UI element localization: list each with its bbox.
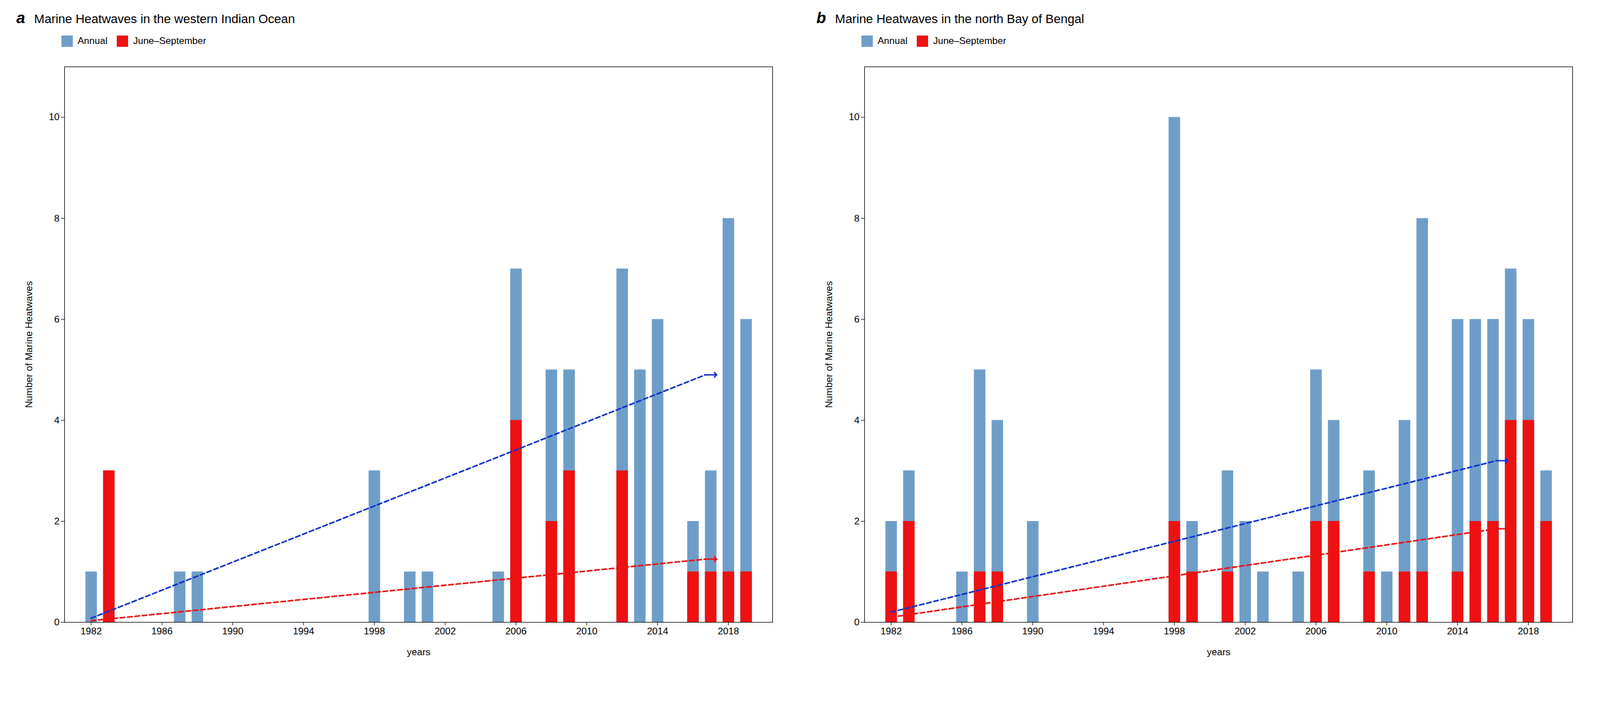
svg-text:1982: 1982 [880,625,903,637]
svg-text:2010: 2010 [576,625,598,637]
svg-text:years: years [1206,646,1231,658]
svg-text:8: 8 [854,212,860,224]
svg-text:2018: 2018 [717,625,740,637]
html-text:Annual: Annual [77,35,108,46]
svg-text:1990: 1990 [1022,625,1044,637]
svg-text:2: 2 [854,515,860,527]
svg-text:4: 4 [54,414,60,426]
svg-text:2018: 2018 [1517,625,1540,637]
svg-text:1998: 1998 [363,625,386,637]
svg-text:2010: 2010 [1376,625,1398,637]
svg-text:1998: 1998 [1163,625,1186,637]
html-text:June–September: June–September [933,35,1007,46]
svg-text:0: 0 [854,616,860,628]
svg-text:6: 6 [54,313,60,325]
svg-text:years: years [406,646,431,658]
svg-text:1986: 1986 [951,625,973,637]
svg-text:1990: 1990 [222,625,244,637]
svg-text:2014: 2014 [1447,625,1469,637]
svg-text:2006: 2006 [1305,625,1327,637]
svg-text:8: 8 [54,212,60,224]
svg-text:2002: 2002 [1234,625,1256,637]
svg-text:1986: 1986 [151,625,173,637]
svg-text:0: 0 [54,616,60,628]
svg-text:2014: 2014 [647,625,669,637]
html-text:June–September: June–September [133,35,207,46]
svg-text:Number of Marine Heatwaves: Number of Marine Heatwaves [23,280,35,408]
html-text:Marine Heatwaves in the north: Marine Heatwaves in the north Bay of Ben… [835,11,1085,26]
svg-text:1994: 1994 [1092,625,1115,637]
svg-text:6: 6 [854,313,860,325]
svg-text:1994: 1994 [292,625,315,637]
html-text:Marine Heatwaves in the wester: Marine Heatwaves in the western Indian O… [34,11,295,26]
svg-text:10: 10 [49,111,60,123]
html-text:a: a [16,9,26,27]
svg-text:Number of Marine Heatwaves: Number of Marine Heatwaves [823,280,835,408]
svg-text:2: 2 [54,515,60,527]
svg-text:10: 10 [849,111,860,123]
svg-text:2002: 2002 [434,625,456,637]
html-text:Annual: Annual [877,35,908,46]
svg-text:2006: 2006 [505,625,527,637]
svg-text:1982: 1982 [80,625,103,637]
svg-text:4: 4 [854,414,860,426]
html-text:b: b [816,9,827,27]
